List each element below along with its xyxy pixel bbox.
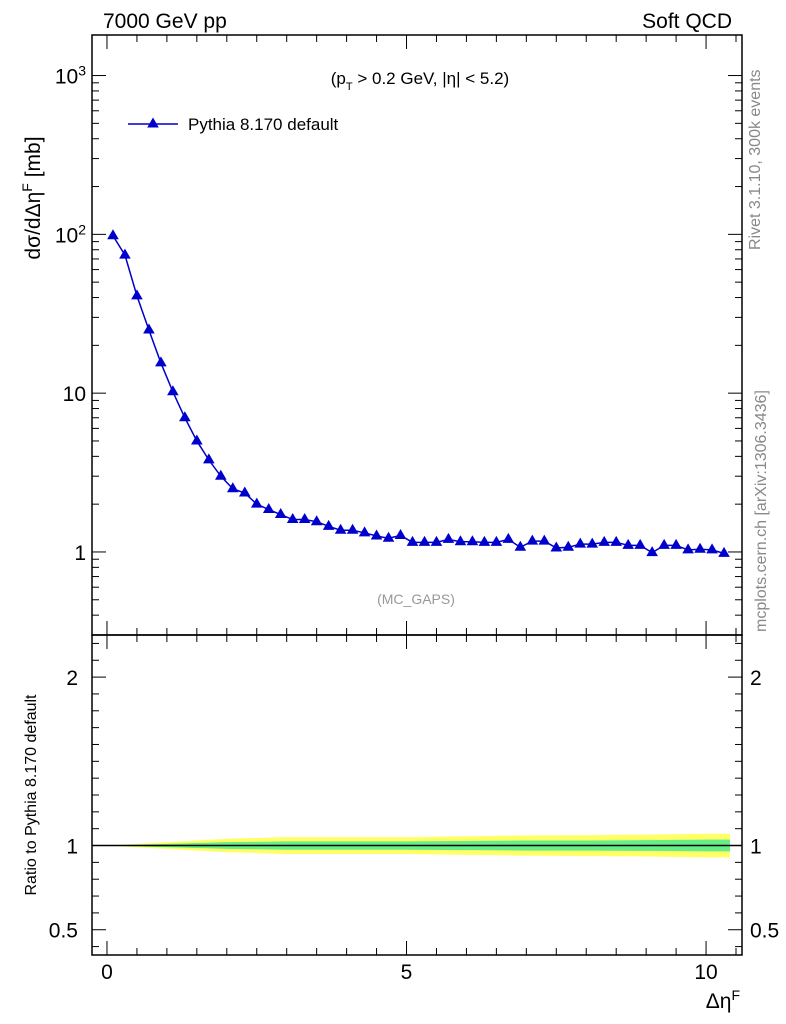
- data-point: [706, 543, 718, 554]
- data-point: [191, 434, 203, 445]
- xlabel: ΔηF: [706, 987, 740, 1013]
- data-point: [286, 513, 299, 524]
- main-panel: 1 10 102 103 (pT > 0.2 GeV, |η| < 5.2) (MC_…: [19, 34, 743, 636]
- data-point: [454, 535, 467, 546]
- data-point: [262, 503, 275, 514]
- data-point: [346, 523, 359, 534]
- x-tick-label: 10: [694, 961, 717, 984]
- ratio-panel: 0.5 0.5 1 1 2 2 0 5 10 Ratio to Pythia 8.170 def…: [23, 634, 779, 1013]
- x-tick-label: 0: [101, 961, 113, 984]
- ratio-ticks: 0.5 0.5 1 1 2 2 0 5 10: [49, 635, 779, 984]
- data-point: [179, 411, 191, 422]
- data-point: [694, 542, 706, 553]
- data-point: [274, 508, 287, 519]
- y-tick-label: 102: [55, 221, 86, 247]
- data-point: [107, 229, 119, 240]
- data-point: [418, 535, 431, 546]
- main-ticks: 1 10 102 103: [55, 35, 742, 636]
- ratio-y-tick-label-right: 1: [750, 836, 762, 859]
- series-line: [112, 235, 725, 555]
- legend-label: Pythia 8.170 default: [188, 115, 339, 134]
- data-point: [670, 538, 682, 549]
- x-tick-label: 5: [401, 961, 413, 984]
- ratio-y-tick-label: 2: [66, 667, 78, 690]
- ratio-ylabel: Ratio to Pythia 8.170 default: [23, 694, 40, 896]
- data-point: [550, 541, 563, 552]
- data-point: [478, 535, 491, 546]
- mcplots-label: mcplots.cern.ch [arXiv:1306.3436]: [753, 390, 770, 632]
- data-point: [155, 356, 167, 367]
- y-tick-label: 103: [55, 63, 86, 89]
- data-point: [250, 497, 263, 508]
- y-tick-label: 1: [74, 542, 86, 565]
- data-point: [131, 289, 143, 300]
- data-point: [526, 534, 539, 545]
- ratio-y-tick-label-right: 2: [750, 667, 762, 690]
- data-point: [562, 540, 575, 551]
- data-point: [466, 535, 479, 546]
- data-point: [682, 543, 694, 554]
- header-right: Soft QCD: [642, 10, 732, 33]
- data-point: [634, 538, 646, 549]
- data-point: [598, 535, 611, 546]
- data-point: [382, 531, 395, 542]
- data-point: [502, 532, 515, 543]
- data-point: [215, 469, 227, 480]
- data-point: [490, 535, 503, 546]
- ratio-y-tick-label-right: 0.5: [750, 920, 779, 943]
- data-point: [167, 385, 179, 396]
- rivet-label: Rivet 3.1.10, 300k events: [747, 69, 764, 250]
- data-point: [658, 538, 670, 549]
- series-pythia: [107, 229, 730, 557]
- data-point: [574, 537, 587, 548]
- data-point: [586, 537, 599, 548]
- y-tick-label: 10: [63, 383, 86, 406]
- data-point: [358, 526, 371, 537]
- analysis-label: (MC_GAPS): [377, 591, 455, 607]
- data-point: [298, 513, 311, 524]
- data-point: [334, 523, 347, 534]
- data-point: [514, 540, 527, 551]
- ratio-y-tick-label: 0.5: [49, 920, 78, 943]
- legend: Pythia 8.170 default: [128, 115, 339, 134]
- data-point: [718, 546, 730, 557]
- data-point: [310, 515, 323, 526]
- data-point: [203, 453, 215, 464]
- header-left: 7000 GeV pp: [103, 10, 227, 33]
- data-point: [406, 535, 419, 546]
- data-point: [430, 535, 443, 546]
- ratio-frame: [91, 634, 743, 956]
- main-ylabel: dσ/dΔηF [mb]: [19, 136, 45, 259]
- data-point: [646, 546, 658, 557]
- legend-marker: [147, 117, 159, 128]
- data-point: [622, 538, 634, 549]
- data-point: [119, 248, 131, 259]
- data-point: [394, 528, 407, 539]
- data-point: [143, 323, 155, 334]
- cut-label: (pT > 0.2 GeV, |η| < 5.2): [331, 69, 509, 93]
- ratio-y-tick-label: 1: [66, 836, 78, 859]
- data-point: [238, 486, 251, 497]
- data-point: [322, 519, 335, 530]
- data-point: [226, 482, 239, 493]
- data-point: [538, 534, 551, 545]
- data-point: [442, 532, 455, 543]
- data-point: [370, 529, 383, 540]
- data-point: [610, 535, 622, 546]
